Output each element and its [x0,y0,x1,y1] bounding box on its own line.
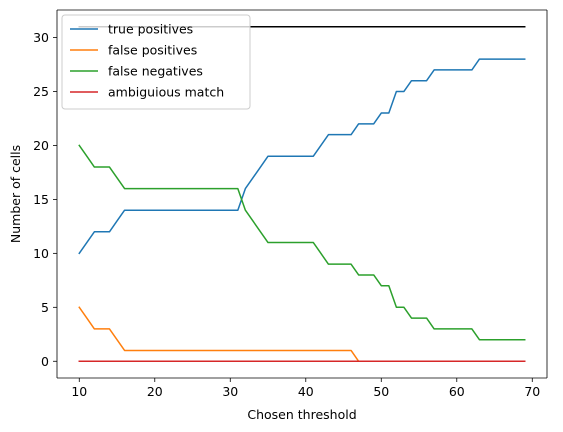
legend: true positives false positives false negat… [61,14,251,110]
x-tick-label-50: 50 [373,384,389,399]
legend-box [61,14,251,110]
x-tick-label-20: 20 [147,384,163,399]
legend-label-true-positives: true positives [108,22,193,37]
y-tick-label-15: 15 [33,192,49,207]
x-tick-label-40: 40 [298,384,314,399]
y-tick-label-5: 5 [41,300,49,315]
y-tick-label-30: 30 [33,30,49,45]
y-tick-label-20: 20 [33,138,49,153]
legend-label-false-positives: false positives [108,43,197,58]
y-axis-label: Number of cells [8,145,23,243]
y-tick-label-10: 10 [33,246,49,261]
legend-label-ambiguious-match: ambiguious match [108,85,224,100]
y-tick-label-25: 25 [33,84,49,99]
x-tick-label-30: 30 [222,384,238,399]
legend-label-false-negatives: false negatives [108,64,203,79]
series-line-false-negatives [78,144,526,341]
axes-layer: 10 20 30 40 50 60 70 0 5 10 15 20 25 30 [33,9,548,399]
x-axis-label: Chosen threshold [247,407,356,422]
y-tick-label-0: 0 [41,354,49,369]
series-line-true-positives [78,58,526,255]
x-tick-label-60: 60 [449,384,465,399]
x-tick-label-70: 70 [524,384,540,399]
x-tick-label-10: 10 [71,384,87,399]
